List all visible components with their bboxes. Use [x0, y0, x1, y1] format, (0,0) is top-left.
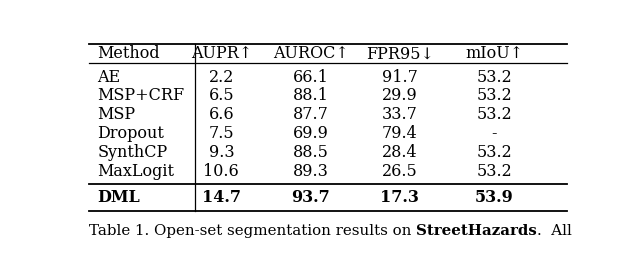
Text: 53.2: 53.2	[476, 106, 512, 123]
Text: Method: Method	[97, 45, 160, 62]
Text: .  All: . All	[537, 224, 572, 238]
Text: 2.2: 2.2	[209, 69, 234, 86]
Text: 6.5: 6.5	[209, 87, 234, 104]
Text: 14.7: 14.7	[202, 189, 241, 206]
Text: 53.2: 53.2	[476, 144, 512, 161]
Text: SynthCP: SynthCP	[97, 144, 168, 161]
Text: 33.7: 33.7	[382, 106, 418, 123]
Text: AUROC↑: AUROC↑	[273, 45, 349, 62]
Text: 29.9: 29.9	[382, 87, 418, 104]
Text: 53.2: 53.2	[476, 69, 512, 86]
Text: 88.1: 88.1	[292, 87, 328, 104]
Text: MaxLogit: MaxLogit	[97, 162, 174, 179]
Text: mIoU↑: mIoU↑	[465, 45, 524, 62]
Text: 53.2: 53.2	[476, 87, 512, 104]
Text: DML: DML	[97, 189, 140, 206]
Text: 10.6: 10.6	[204, 162, 239, 179]
Text: 17.3: 17.3	[381, 189, 419, 206]
Text: 93.7: 93.7	[291, 189, 330, 206]
Text: 91.7: 91.7	[382, 69, 418, 86]
Text: FPR95↓: FPR95↓	[366, 45, 434, 62]
Text: 9.3: 9.3	[209, 144, 234, 161]
Text: AUPR↑: AUPR↑	[191, 45, 252, 62]
Text: 89.3: 89.3	[292, 162, 328, 179]
Text: AE: AE	[97, 69, 120, 86]
Text: 69.9: 69.9	[292, 125, 328, 142]
Text: 88.5: 88.5	[292, 144, 328, 161]
Text: 6.6: 6.6	[209, 106, 234, 123]
Text: Dropout: Dropout	[97, 125, 164, 142]
Text: MSP: MSP	[97, 106, 136, 123]
Text: 26.5: 26.5	[382, 162, 418, 179]
Text: StreetHazards: StreetHazards	[416, 224, 537, 238]
Text: 87.7: 87.7	[292, 106, 328, 123]
Text: 53.2: 53.2	[476, 162, 512, 179]
Text: 79.4: 79.4	[382, 125, 418, 142]
Text: -: -	[492, 125, 497, 142]
Text: MSP+CRF: MSP+CRF	[97, 87, 184, 104]
Text: 66.1: 66.1	[292, 69, 328, 86]
Text: Table 1. Open-set segmentation results on: Table 1. Open-set segmentation results o…	[89, 224, 416, 238]
Text: 28.4: 28.4	[382, 144, 418, 161]
Text: 7.5: 7.5	[209, 125, 234, 142]
Text: 53.9: 53.9	[475, 189, 513, 206]
